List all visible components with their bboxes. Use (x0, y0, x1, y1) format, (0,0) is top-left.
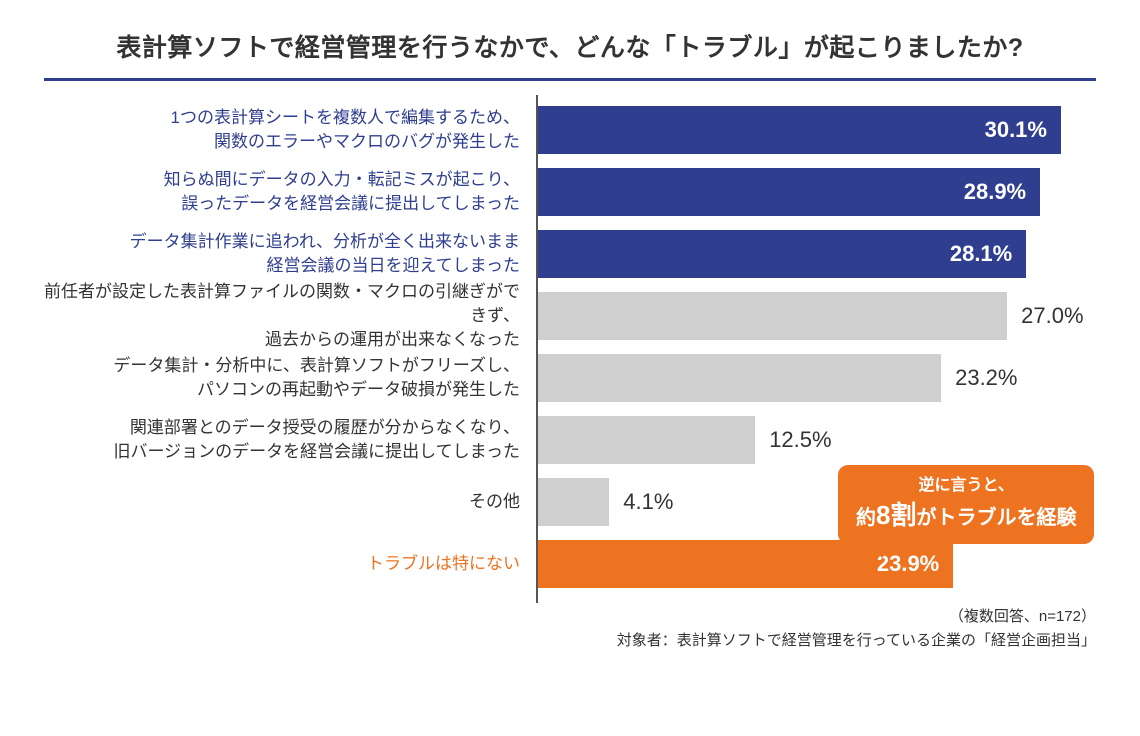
bar-label-line2: 過去からの運用が出来なくなった (44, 328, 520, 352)
y-axis-segment (536, 529, 538, 603)
bar-value: 27.0% (1021, 303, 1083, 329)
bar-row: 1つの表計算シートを複数人で編集するため、関数のエラーやマクロのバグが発生した3… (44, 99, 1096, 161)
bar-label-line2: 関数のエラーやマクロのバグが発生した (44, 130, 520, 154)
bar-value: 23.2% (955, 365, 1017, 391)
bar-row: データ集計・分析中に、表計算ソフトがフリーズし、パソコンの再起動やデータ破損が発… (44, 347, 1096, 409)
bar (538, 416, 755, 464)
callout-line2: 約8割がトラブルを経験 (856, 507, 1076, 529)
bar-label-line2: 旧バージョンのデータを経営会議に提出してしまった (44, 440, 520, 464)
chart-title: 表計算ソフトで経営管理を行うなかで、どんな「トラブル」が起こりましたか? (44, 28, 1096, 64)
callout-line1: 逆に言うと、 (856, 475, 1076, 497)
bar-label: その他 (44, 490, 536, 514)
bar-label: 関連部署とのデータ授受の履歴が分からなくなり、旧バージョンのデータを経営会議に提… (44, 416, 536, 464)
bar-value: 12.5% (769, 427, 831, 453)
bar (538, 354, 941, 402)
bar-label-line1: 知らぬ間にデータの入力・転記ミスが起こり、 (44, 168, 520, 192)
bar-label-line2: その他 (44, 490, 520, 514)
bar-with-value: 28.9% (538, 168, 1040, 216)
bar (538, 292, 1007, 340)
bar-with-value: 28.1% (538, 230, 1026, 278)
bar-label: データ集計作業に追われ、分析が全く出来ないまま経営会議の当日を迎えてしまった (44, 230, 536, 278)
bar-area: 30.1% (536, 99, 1096, 161)
bar-label: トラブルは特にない (44, 552, 536, 576)
bar-area: 27.0% (536, 285, 1096, 347)
bar-value: 4.1% (623, 489, 673, 515)
bar-row: データ集計作業に追われ、分析が全く出来ないまま経営会議の当日を迎えてしまった28… (44, 223, 1096, 285)
bar-label-line1: 関連部署とのデータ授受の履歴が分からなくなり、 (44, 416, 520, 440)
bar-label: 知らぬ間にデータの入力・転記ミスが起こり、誤ったデータを経営会議に提出してしまっ… (44, 168, 536, 216)
bar-area: 28.9% (536, 161, 1096, 223)
bar-label: 前任者が設定した表計算ファイルの関数・マクロの引継ぎができず、過去からの運用が出… (44, 280, 536, 351)
bar-label: データ集計・分析中に、表計算ソフトがフリーズし、パソコンの再起動やデータ破損が発… (44, 354, 536, 402)
bar-label-line1: 前任者が設定した表計算ファイルの関数・マクロの引継ぎができず、 (44, 280, 520, 328)
bar-label-line2: 経営会議の当日を迎えてしまった (44, 254, 520, 278)
bar-row: 前任者が設定した表計算ファイルの関数・マクロの引継ぎができず、過去からの運用が出… (44, 285, 1096, 347)
bar-label-line1: データ集計作業に追われ、分析が全く出来ないまま (44, 230, 520, 254)
bar (538, 478, 609, 526)
bar-label-line1: 1つの表計算シートを複数人で編集するため、 (44, 106, 520, 130)
chart-footer: （複数回答、n=172） 対象者：表計算ソフトで経営管理を行っている企業の「経営… (44, 605, 1096, 653)
bar-label: 1つの表計算シートを複数人で編集するため、関数のエラーやマクロのバグが発生した (44, 106, 536, 154)
bar-label-line2: 誤ったデータを経営会議に提出してしまった (44, 192, 520, 216)
bar-row: 知らぬ間にデータの入力・転記ミスが起こり、誤ったデータを経営会議に提出してしまっ… (44, 161, 1096, 223)
chart-container: 表計算ソフトで経営管理を行うなかで、どんな「トラブル」が起こりましたか? 1つの… (0, 0, 1140, 736)
bar-label-line2: パソコンの再起動やデータ破損が発生した (44, 378, 520, 402)
bar-label-line2: トラブルは特にない (44, 552, 520, 576)
bar-area: 23.2% (536, 347, 1096, 409)
footer-note-1: （複数回答、n=172） (44, 605, 1096, 629)
title-rule (44, 78, 1096, 81)
footer-note-2: 対象者：表計算ソフトで経営管理を行っている企業の「経営企画担当」 (44, 629, 1096, 653)
bar-label-line1: データ集計・分析中に、表計算ソフトがフリーズし、 (44, 354, 520, 378)
bar-rows: 1つの表計算シートを複数人で編集するため、関数のエラーやマクロのバグが発生した3… (44, 99, 1096, 595)
bar-row: 関連部署とのデータ授受の履歴が分からなくなり、旧バージョンのデータを経営会議に提… (44, 409, 1096, 471)
bar-with-value: 30.1% (538, 106, 1061, 154)
bar-area: 28.1% (536, 223, 1096, 285)
bar-area: 12.5% (536, 409, 1096, 471)
callout-bubble: 逆に言うと、 約8割がトラブルを経験 (838, 465, 1094, 544)
